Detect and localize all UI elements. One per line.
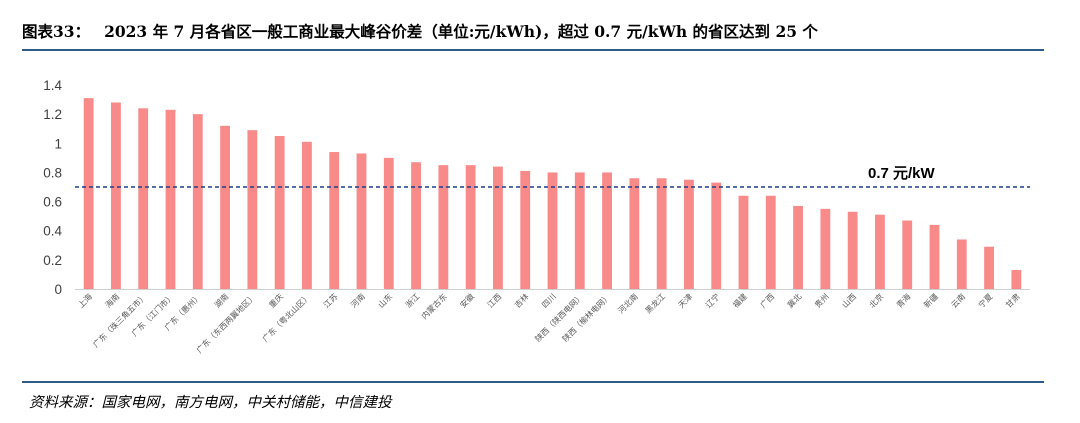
category-label: 河北南 [616, 291, 640, 315]
bar [274, 136, 285, 289]
category-label: 北京 [867, 291, 885, 309]
y-tick-label: 1 [54, 136, 62, 151]
category-label: 贵州 [812, 291, 830, 309]
category-label: 湖南 [212, 291, 230, 309]
bar [356, 153, 367, 289]
bar [793, 205, 803, 289]
category-label: 安徽 [458, 291, 476, 309]
category-label: 江苏 [321, 291, 339, 309]
bar [247, 130, 258, 289]
category-label: 吉林 [512, 291, 530, 309]
category-label: 福建 [731, 291, 749, 309]
bar [820, 208, 831, 289]
y-tick-label: 0.8 [43, 165, 62, 180]
bar [547, 172, 558, 289]
y-tick-label: 1.2 [43, 107, 62, 122]
bar [902, 220, 913, 289]
category-label: 宁夏 [976, 291, 994, 309]
bar [302, 141, 312, 289]
category-label: 江西 [486, 292, 504, 310]
figure-title: 2023 年 7 月各省区一般工商业最大峰谷价差（单位:元/kWh)，超过 0.… [104, 22, 818, 41]
bar [956, 239, 967, 289]
chart-title: 图表33： 2023 年 7 月各省区一般工商业最大峰谷价差（单位:元/kWh)，… [22, 20, 1052, 46]
figure-label: 图表33： [22, 22, 91, 41]
bar [629, 178, 640, 289]
category-label: 上海 [76, 291, 94, 309]
bar [656, 178, 667, 289]
y-tick-label: 1.4 [43, 78, 62, 93]
category-label: 重庆 [267, 291, 285, 309]
bar [984, 246, 994, 289]
bar [138, 108, 149, 289]
bar [574, 172, 585, 289]
category-label: 甘肃 [1003, 291, 1021, 309]
bar [875, 214, 885, 289]
category-label: 四川 [540, 292, 558, 310]
reference-line-label: 0.7 元/kW [868, 165, 936, 182]
bar [192, 114, 203, 290]
category-label: 浙江 [403, 291, 421, 309]
bar [411, 162, 421, 289]
bar [383, 157, 394, 289]
category-label: 河南 [349, 291, 367, 309]
category-label: 海南 [103, 291, 121, 309]
bar [438, 165, 449, 289]
category-label: 新疆 [922, 291, 940, 309]
category-label: 陕西（榆林电网） [560, 291, 612, 343]
bar [847, 211, 858, 289]
category-label: 辽宁 [703, 291, 721, 309]
bar [929, 224, 940, 289]
bar [1011, 270, 1022, 289]
category-label: 山西 [840, 291, 858, 309]
category-label: 陕西（陕西电网） [533, 291, 585, 343]
bar [220, 125, 230, 289]
title-divider [22, 49, 1044, 51]
source-note: 资料来源：国家电网，南方电网，中关村储能，中信建投 [29, 395, 392, 411]
bar [738, 195, 749, 289]
footer-divider [22, 381, 1044, 383]
y-tick-label: 0 [54, 282, 62, 297]
bar-chart: 00.20.40.60.811.21.4上海 海南广东（珠三角五市）广东（江门市）… [43, 78, 1030, 355]
y-tick-label: 0.6 [43, 195, 62, 210]
y-tick-label: 0.2 [43, 253, 62, 268]
category-label: 广西 [758, 291, 776, 309]
bar [465, 165, 476, 289]
bar [165, 109, 176, 290]
bar [83, 98, 94, 289]
category-label: 内蒙古东 [419, 291, 449, 321]
category-label: 冀北 [785, 291, 803, 309]
category-label: 青海 [894, 291, 912, 309]
bar [602, 172, 612, 289]
category-label: 山东 [376, 291, 394, 309]
bar [684, 179, 694, 289]
bar [493, 166, 503, 289]
bar [711, 182, 722, 289]
category-label: 云南 [949, 291, 967, 309]
bar [329, 152, 340, 289]
y-tick-label: 0.4 [43, 224, 62, 239]
bar [765, 195, 776, 289]
category-label: 广东（粤北山区） [260, 291, 312, 343]
bar [520, 170, 531, 289]
bar [111, 102, 121, 289]
category-label: 天津 [676, 291, 694, 309]
category-label: 黑龙江 [643, 291, 667, 315]
